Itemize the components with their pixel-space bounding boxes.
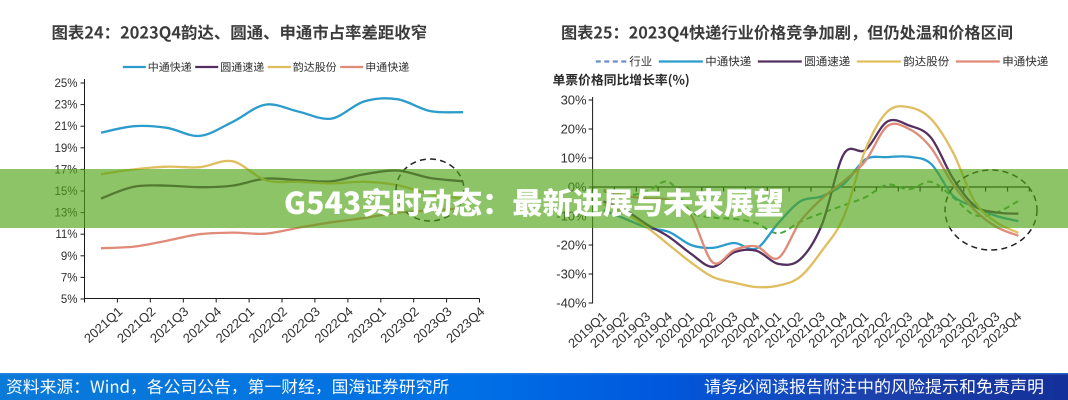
svg-text:5%: 5% [61, 294, 78, 306]
svg-text:30%: 30% [561, 93, 587, 108]
svg-text:7%: 7% [61, 272, 78, 284]
svg-text:20%: 20% [561, 122, 587, 137]
svg-text:23%: 23% [54, 100, 77, 112]
svg-text:-30%: -30% [556, 267, 587, 282]
svg-text:-40%: -40% [556, 296, 587, 311]
svg-text:-20%: -20% [556, 238, 587, 253]
svg-text:19%: 19% [54, 143, 77, 155]
svg-text:25%: 25% [54, 78, 77, 90]
svg-text:10%: 10% [561, 151, 587, 166]
svg-text:9%: 9% [61, 251, 78, 263]
svg-text:11%: 11% [55, 229, 77, 241]
svg-text:21%: 21% [54, 121, 77, 133]
